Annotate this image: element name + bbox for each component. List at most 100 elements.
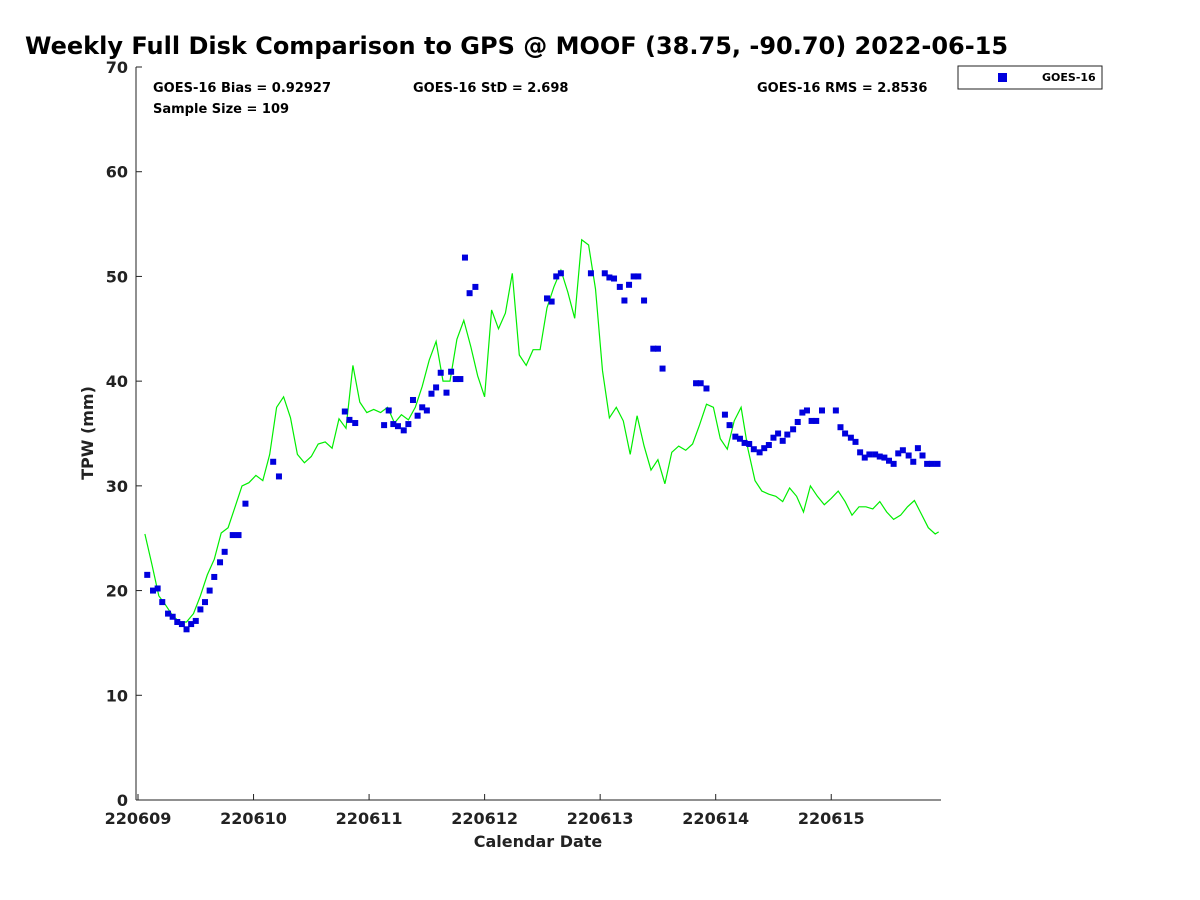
goes16-point xyxy=(433,384,440,391)
goes16-point xyxy=(736,435,743,442)
goes16-scatter-series xyxy=(144,254,941,633)
y-tick-label: 0 xyxy=(117,791,128,810)
goes16-point xyxy=(703,385,710,392)
y-ticks: 0 10 20 30 40 50 60 70 xyxy=(106,58,142,810)
goes16-point xyxy=(428,390,435,397)
x-tick-label: 220613 xyxy=(567,809,634,828)
legend-label: GOES-16 xyxy=(1042,71,1096,84)
x-tick-label: 220615 xyxy=(798,809,865,828)
goes16-point xyxy=(641,297,648,304)
x-tick-label: 220614 xyxy=(682,809,749,828)
goes16-point xyxy=(217,559,224,566)
goes16-point xyxy=(423,407,430,414)
goes16-point xyxy=(381,422,388,429)
goes16-point xyxy=(910,458,917,465)
goes16-point xyxy=(790,426,797,433)
goes16-point xyxy=(881,454,888,461)
goes16-point xyxy=(890,460,897,467)
goes16-point xyxy=(866,451,873,458)
legend-box xyxy=(957,65,1103,90)
goes16-point xyxy=(765,442,772,449)
legend: GOES-16 xyxy=(957,65,1103,90)
y-tick-label: 60 xyxy=(106,163,128,182)
goes16-point xyxy=(548,298,555,305)
goes16-point xyxy=(443,389,450,396)
goes16-point xyxy=(784,431,791,438)
goes16-point xyxy=(803,407,810,414)
goes16-point xyxy=(235,532,242,539)
goes16-point xyxy=(419,404,426,411)
goes16-point xyxy=(448,368,455,375)
goes16-point xyxy=(553,273,560,280)
y-tick-label: 10 xyxy=(106,686,128,705)
goes16-point xyxy=(611,275,618,282)
goes16-point xyxy=(626,281,633,288)
goes16-point xyxy=(461,254,468,261)
goes16-point xyxy=(847,434,854,441)
goes16-point xyxy=(270,458,277,465)
goes16-point xyxy=(472,283,479,290)
goes16-point xyxy=(654,345,661,352)
x-tick-label: 220612 xyxy=(451,809,518,828)
goes16-point xyxy=(587,270,594,277)
goes16-point xyxy=(144,571,151,578)
y-tick-label: 40 xyxy=(106,372,128,391)
goes16-point xyxy=(197,606,204,613)
goes16-point xyxy=(732,433,739,440)
goes16-point xyxy=(808,417,815,424)
gps-line xyxy=(144,238,940,623)
axes: 0 10 20 30 40 50 60 70 220609 220610 220611 220612… xyxy=(105,58,941,828)
goes16-point xyxy=(832,407,839,414)
y-tick-label: 30 xyxy=(106,477,128,496)
goes16-point xyxy=(601,270,608,277)
y-tick-label: 20 xyxy=(106,582,128,601)
goes16-point xyxy=(746,440,753,447)
goes16-point xyxy=(452,376,459,383)
y-tick-label: 50 xyxy=(106,267,128,286)
goes16-point xyxy=(852,438,859,445)
x-tick-label: 220611 xyxy=(336,809,403,828)
goes16-point xyxy=(211,573,218,580)
goes16-point xyxy=(928,460,935,467)
goes16-point xyxy=(872,451,879,458)
goes16-point xyxy=(221,548,228,555)
goes16-point xyxy=(905,452,912,459)
legend-marker xyxy=(998,73,1007,82)
goes16-point xyxy=(761,445,768,452)
goes16-point xyxy=(159,599,166,606)
goes16-point xyxy=(621,297,628,304)
goes16-point xyxy=(174,618,181,625)
goes16-point xyxy=(697,380,704,387)
goes16-point xyxy=(886,457,893,464)
goes16-point xyxy=(557,270,564,277)
goes16-point xyxy=(394,423,401,430)
x-axis-label: Calendar Date xyxy=(474,832,603,851)
goes16-point xyxy=(437,369,444,376)
goes16-point xyxy=(178,621,185,628)
sample-size-stat: Sample Size = 109 xyxy=(153,102,289,117)
goes16-point xyxy=(229,532,236,539)
goes16-point xyxy=(457,376,464,383)
goes16-point xyxy=(188,621,195,628)
goes16-point xyxy=(400,427,407,434)
goes16-point xyxy=(895,450,902,457)
goes16-point xyxy=(414,412,421,419)
goes16-point xyxy=(813,417,820,424)
goes16-point xyxy=(914,445,921,452)
std-stat: GOES-16 StD = 2.698 xyxy=(413,81,568,96)
goes16-point xyxy=(842,430,849,437)
chart-title: Weekly Full Disk Comparison to GPS @ MOO… xyxy=(25,32,1008,60)
goes16-point xyxy=(794,418,801,425)
goes16-point xyxy=(154,585,161,592)
goes16-point xyxy=(750,446,757,453)
goes16-point xyxy=(919,452,926,459)
goes16-point xyxy=(150,587,157,594)
goes16-point xyxy=(169,613,176,620)
bias-stat: GOES-16 Bias = 0.92927 xyxy=(153,81,331,96)
goes16-point xyxy=(726,422,733,429)
goes16-point xyxy=(630,273,637,280)
goes16-point xyxy=(861,454,868,461)
goes16-point xyxy=(606,274,613,281)
goes16-point xyxy=(799,409,806,416)
goes16-point xyxy=(857,449,864,456)
